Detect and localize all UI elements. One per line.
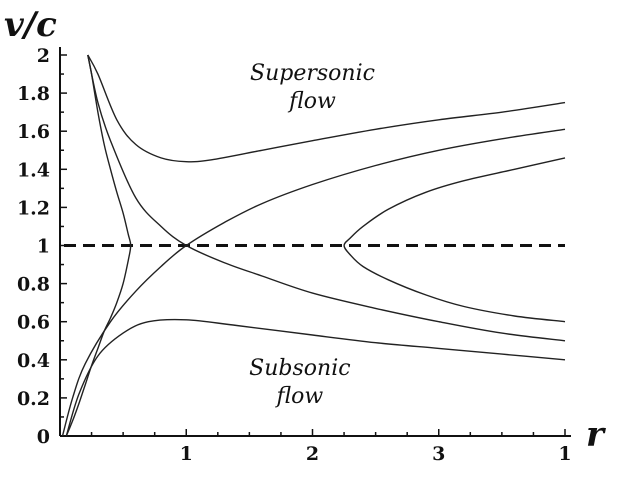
y-tick-label: 1.4 bbox=[17, 159, 50, 181]
series-curve-6 bbox=[343, 157, 566, 323]
y-tick-label: 0 bbox=[37, 426, 50, 448]
curves bbox=[61, 54, 566, 437]
x-tick-label: 1 bbox=[558, 443, 571, 465]
y-ticks: 0 0.2 0.4 0.6 0.8 1 1.2 1.4 1.6 1.8 2 bbox=[17, 45, 67, 448]
y-tick-label: 1 bbox=[37, 236, 50, 258]
y-axis-title: v/c bbox=[4, 5, 57, 45]
series-curve-4 bbox=[65, 318, 566, 437]
y-tick-label: 0.6 bbox=[17, 312, 50, 334]
y-tick-label: 1.8 bbox=[17, 83, 50, 105]
y-tick-label: 0.4 bbox=[17, 350, 50, 372]
x-tick-label: 2 bbox=[306, 443, 319, 465]
y-tick-label: 0.8 bbox=[17, 274, 50, 296]
series-curve-2 bbox=[61, 128, 566, 437]
series-curve-1 bbox=[87, 54, 566, 163]
annotation-text: flow bbox=[275, 384, 324, 409]
x-ticks: 1 2 3 1 bbox=[90, 429, 572, 465]
y-tick-label: 0.2 bbox=[17, 388, 50, 410]
x-tick-label: 1 bbox=[180, 443, 193, 465]
annotation-text: Supersonic bbox=[250, 61, 375, 86]
y-tick-label: 2 bbox=[37, 45, 50, 67]
series-curve-5 bbox=[65, 54, 132, 437]
annotation-text: flow bbox=[287, 89, 336, 114]
series-curve-3 bbox=[87, 54, 566, 342]
y-tick-label: 1.2 bbox=[17, 197, 50, 219]
annotation-text: Subsonic bbox=[249, 356, 350, 381]
annotations: Supersonic flow Subsonic flow bbox=[249, 61, 375, 409]
x-tick-label: 3 bbox=[432, 443, 445, 465]
x-axis-title: r bbox=[586, 415, 606, 455]
y-tick-label: 1.6 bbox=[17, 121, 50, 143]
